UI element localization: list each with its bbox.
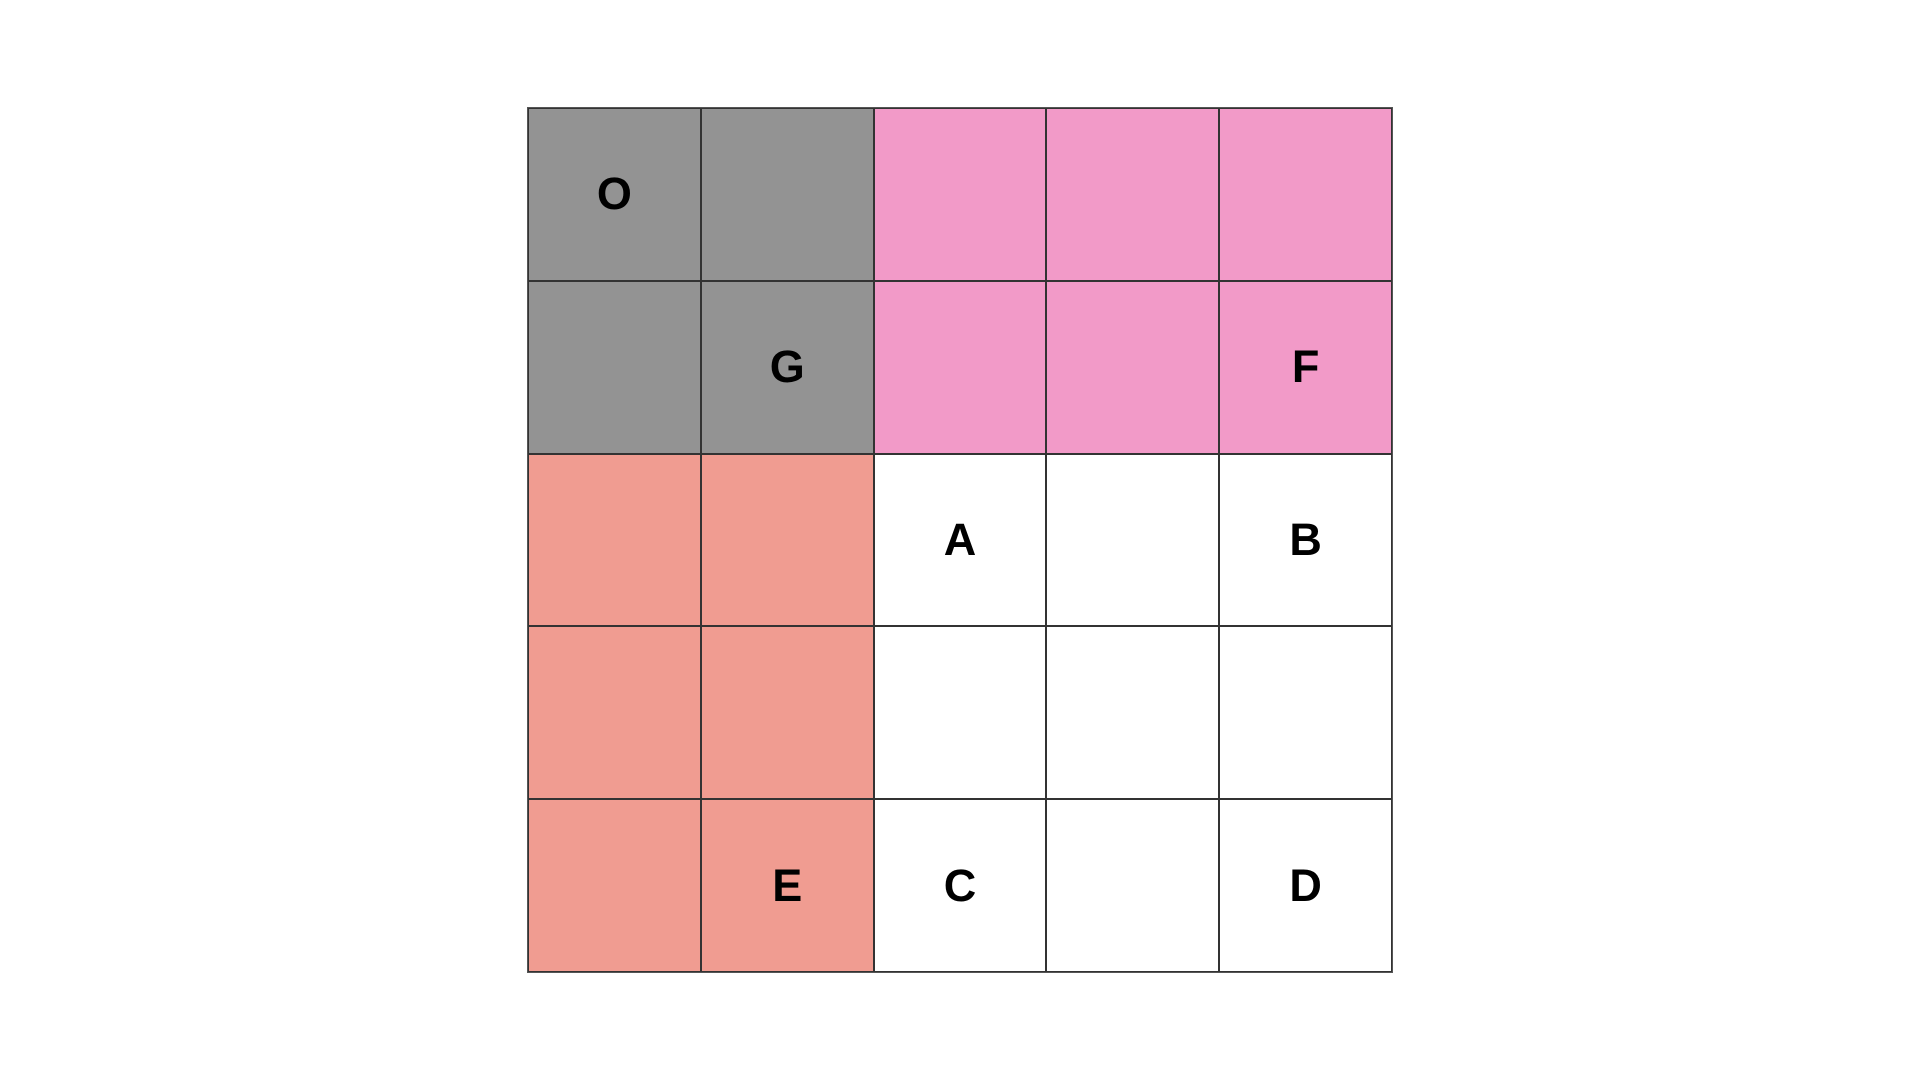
grid-cell bbox=[1046, 799, 1220, 972]
grid-cell bbox=[873, 280, 1047, 454]
grid-cell bbox=[700, 626, 874, 800]
grid-cell-o: O bbox=[528, 108, 701, 281]
grid-cell bbox=[1046, 453, 1220, 627]
grid-cell bbox=[1219, 108, 1392, 281]
grid-cell bbox=[873, 108, 1047, 281]
grid-cell bbox=[1046, 108, 1220, 281]
grid-cell-e: E bbox=[700, 799, 874, 972]
grid-cell bbox=[528, 453, 701, 627]
grid-cell bbox=[700, 453, 874, 627]
grid-cell bbox=[528, 626, 701, 800]
grid-cell bbox=[700, 108, 874, 281]
grid-cell-d: D bbox=[1219, 799, 1392, 972]
grid-cell-g: G bbox=[700, 280, 874, 454]
grid-cell-f: F bbox=[1219, 280, 1392, 454]
grid-cell bbox=[1219, 626, 1392, 800]
grid-cell-b: B bbox=[1219, 453, 1392, 627]
grid-cell bbox=[1046, 280, 1220, 454]
grid-cell-a: A bbox=[873, 453, 1047, 627]
grid-cell-c: C bbox=[873, 799, 1047, 972]
grid-cell bbox=[873, 626, 1047, 800]
grid-cell bbox=[1046, 626, 1220, 800]
grid-cell bbox=[528, 280, 701, 454]
grid-cell bbox=[528, 799, 701, 972]
